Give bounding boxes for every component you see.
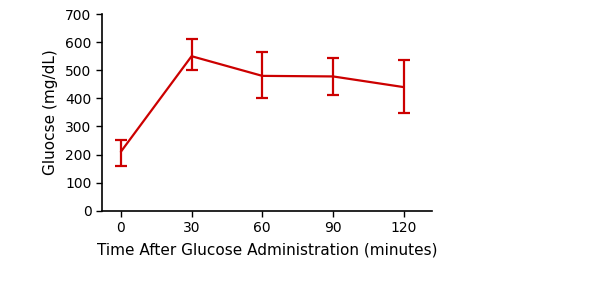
- X-axis label: Time After Glucose Administration (minutes): Time After Glucose Administration (minut…: [97, 242, 437, 257]
- Y-axis label: Gluocse (mg/dL): Gluocse (mg/dL): [43, 49, 58, 175]
